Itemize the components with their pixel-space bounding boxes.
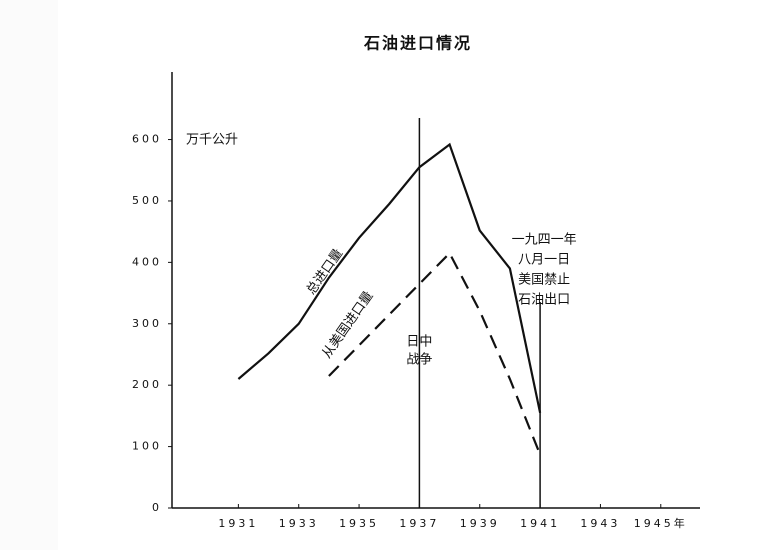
event-label: 八月一日 (518, 253, 570, 268)
event-label: 美国禁止 (518, 273, 570, 288)
event-label: 战争 (406, 353, 432, 368)
y-tick-label: 0 (152, 501, 162, 514)
event-label: 一九四一年 (512, 233, 577, 248)
x-tick-label: 1935 (339, 517, 379, 530)
y-tick-label: 300 (132, 317, 162, 330)
y-tick-label: 200 (132, 378, 162, 391)
y-tick-label: 100 (132, 440, 162, 453)
series-label: 总进口量 (304, 246, 346, 297)
x-tick-label: 1941 (520, 517, 560, 530)
x-tick-label: 1943 (580, 517, 620, 530)
margin-strip (0, 0, 58, 550)
y-tick-label: 500 (132, 194, 162, 207)
x-tick-label: 1939 (460, 517, 500, 530)
x-tick-label: 1945年 (634, 516, 688, 530)
x-tick-label: 1937 (399, 517, 439, 530)
event-label: 日中 (406, 335, 432, 350)
chart-title: 石油进口情况 (363, 34, 472, 53)
series-line (237, 142, 542, 414)
y-tick-label: 600 (132, 133, 162, 146)
y-tick-label: 400 (132, 255, 162, 268)
event-label: 石油出口 (518, 293, 570, 308)
y-unit-label: 万千公升 (186, 133, 238, 148)
series-label: 从美国进口量 (319, 289, 376, 362)
series-line (328, 251, 542, 456)
x-tick-label: 1933 (279, 517, 319, 530)
x-tick-label: 1931 (218, 517, 258, 530)
